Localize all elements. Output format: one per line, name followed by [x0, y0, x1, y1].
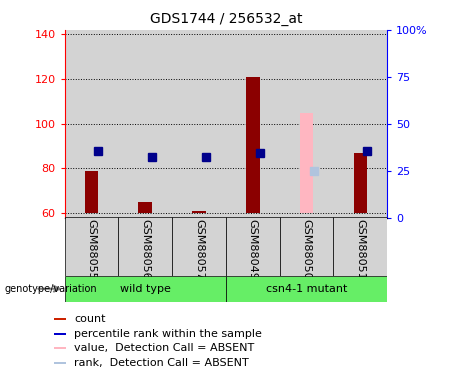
Text: GSM88055: GSM88055	[86, 219, 96, 280]
Bar	[118, 30, 172, 217]
Bar	[54, 362, 65, 364]
Text: rank,  Detection Call = ABSENT: rank, Detection Call = ABSENT	[75, 358, 249, 368]
Bar	[280, 217, 333, 276]
Bar	[172, 217, 226, 276]
Bar	[54, 318, 65, 320]
Text: count: count	[75, 314, 106, 324]
Text: GSM88057: GSM88057	[194, 219, 204, 280]
Bar	[65, 276, 226, 302]
Bar	[333, 217, 387, 276]
Text: csn4-1 mutant: csn4-1 mutant	[266, 284, 347, 294]
Text: GSM88050: GSM88050	[301, 219, 312, 280]
Bar	[192, 211, 206, 213]
Text: GSM88056: GSM88056	[140, 219, 150, 280]
Bar	[85, 171, 98, 213]
Bar	[246, 77, 260, 213]
Text: GSM88051: GSM88051	[355, 219, 366, 280]
Bar	[226, 217, 280, 276]
Text: GSM88049: GSM88049	[248, 219, 258, 280]
Bar	[54, 333, 65, 335]
Bar	[65, 30, 118, 217]
Bar	[65, 217, 118, 276]
Bar	[226, 30, 280, 217]
Bar	[54, 347, 65, 350]
Bar	[333, 30, 387, 217]
Bar	[226, 276, 387, 302]
Text: value,  Detection Call = ABSENT: value, Detection Call = ABSENT	[75, 343, 255, 353]
Bar	[138, 202, 152, 213]
Bar	[280, 30, 333, 217]
Text: percentile rank within the sample: percentile rank within the sample	[75, 328, 262, 339]
Bar	[300, 112, 313, 213]
Text: wild type: wild type	[120, 284, 171, 294]
Text: genotype/variation: genotype/variation	[5, 285, 97, 294]
Bar	[354, 153, 367, 213]
Bar	[118, 217, 172, 276]
Bar	[172, 30, 226, 217]
Title: GDS1744 / 256532_at: GDS1744 / 256532_at	[150, 12, 302, 26]
